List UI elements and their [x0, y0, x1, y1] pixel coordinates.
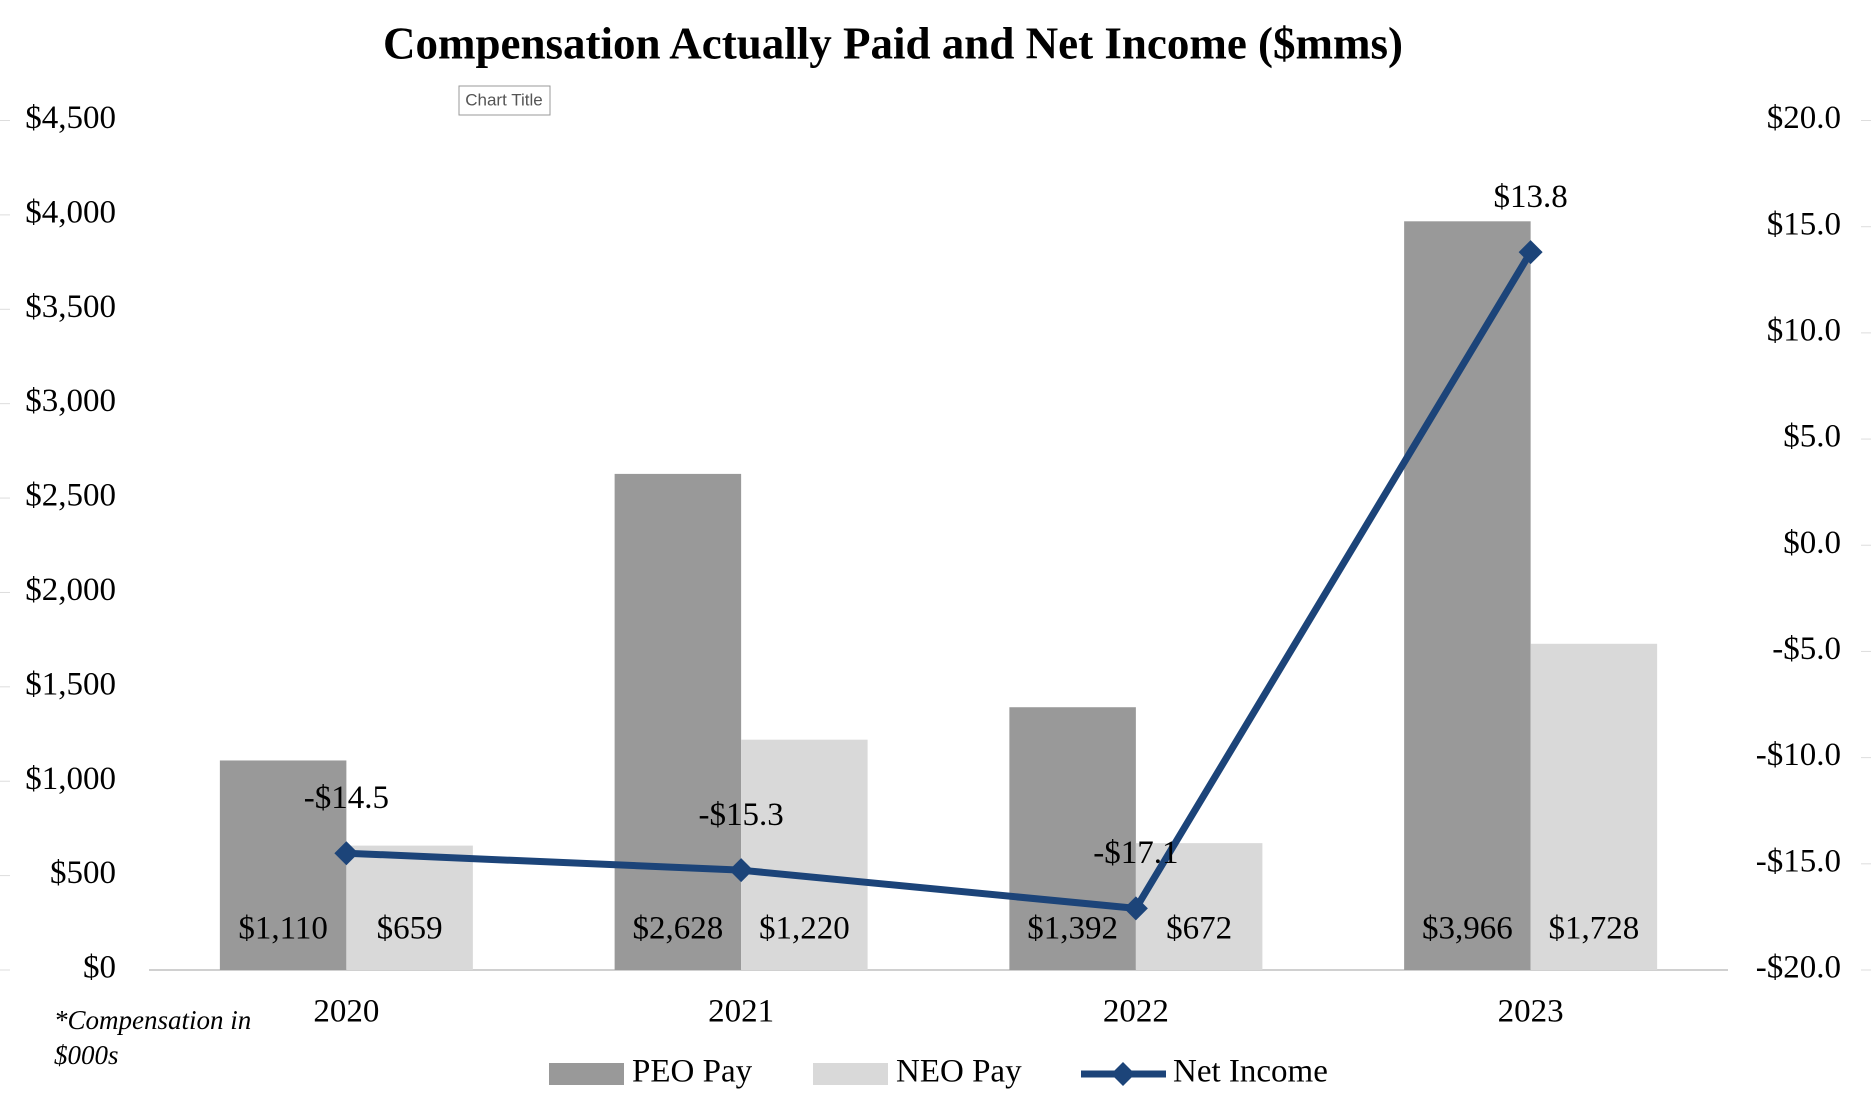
legend-label: Net Income: [1173, 1054, 1328, 1090]
line-marker: [334, 841, 359, 866]
line-marker: [1123, 896, 1148, 921]
bar-value-label: $672: [1166, 911, 1232, 947]
line-marker: [729, 858, 754, 883]
bar: [1009, 707, 1136, 970]
bar: [1404, 221, 1531, 971]
y2-tick-label: $20.0: [1767, 100, 1841, 136]
y2-tick-label: $5.0: [1783, 419, 1841, 455]
x-tick-label: 2022: [1103, 994, 1169, 1030]
y-tick-label: $3,500: [25, 289, 116, 325]
overlay-box: [458, 85, 551, 116]
legend-swatch: [813, 1063, 888, 1085]
y-tick-label: $0: [83, 950, 116, 986]
line-marker: [1518, 240, 1543, 265]
y-tick-label: $3,000: [25, 383, 116, 419]
note: *Compensation in: [54, 1005, 251, 1035]
x-tick-label: 2021: [708, 994, 774, 1030]
y-tick-label: $2,000: [25, 572, 116, 608]
bar: [741, 739, 868, 970]
y-tick-label: $4,000: [25, 194, 116, 230]
y-tick-label: $1,000: [25, 761, 116, 797]
y2-tick-label: -$10.0: [1756, 737, 1841, 773]
bar-value-label: $1,392: [1027, 911, 1118, 947]
y-tick-label: $1,500: [25, 666, 116, 702]
line-value-label: -$14.5: [304, 780, 389, 816]
bar: [1135, 843, 1263, 970]
legend-swatch: [549, 1063, 624, 1085]
legend-swatch: [1111, 1062, 1135, 1086]
y2-tick-label: $15.0: [1767, 206, 1841, 242]
line: [346, 250, 1534, 912]
y-tick-label: $500: [50, 855, 116, 891]
bar-value-label: $1,728: [1549, 911, 1640, 947]
bar: [1530, 643, 1658, 970]
x-tick-label: 2023: [1498, 994, 1564, 1030]
legend-label: NEO Pay: [896, 1054, 1022, 1090]
y-tick-label: $2,500: [25, 478, 116, 514]
note: $000s: [54, 1040, 119, 1070]
line-value-label: -$15.3: [699, 797, 784, 833]
overlay-label: Chart Title: [465, 90, 542, 109]
bar-value-label: $1,110: [238, 911, 328, 947]
bar-value-label: $2,628: [633, 911, 724, 947]
bar-value-label: $1,220: [759, 911, 850, 947]
y2-tick-label: -$5.0: [1772, 631, 1841, 667]
y-tick-label: $4,500: [25, 100, 116, 136]
bar-value-label: $3,966: [1422, 911, 1513, 947]
y2-tick-label: $10.0: [1767, 312, 1841, 348]
x-tick-label: 2020: [313, 994, 379, 1030]
legend-label: PEO Pay: [632, 1054, 753, 1090]
bar: [614, 473, 742, 970]
line-value-label: -$17.1: [1093, 835, 1178, 871]
y2-tick-label: -$15.0: [1756, 843, 1841, 879]
bar-value-label: $659: [377, 911, 443, 947]
y2-tick-label: -$20.0: [1756, 950, 1841, 986]
bar: [219, 760, 347, 970]
bar: [346, 845, 473, 970]
line-value-label: $13.8: [1494, 179, 1568, 215]
chart-title: Compensation Actually Paid and Net Incom…: [383, 18, 1403, 68]
y2-tick-label: $0.0: [1783, 525, 1841, 561]
